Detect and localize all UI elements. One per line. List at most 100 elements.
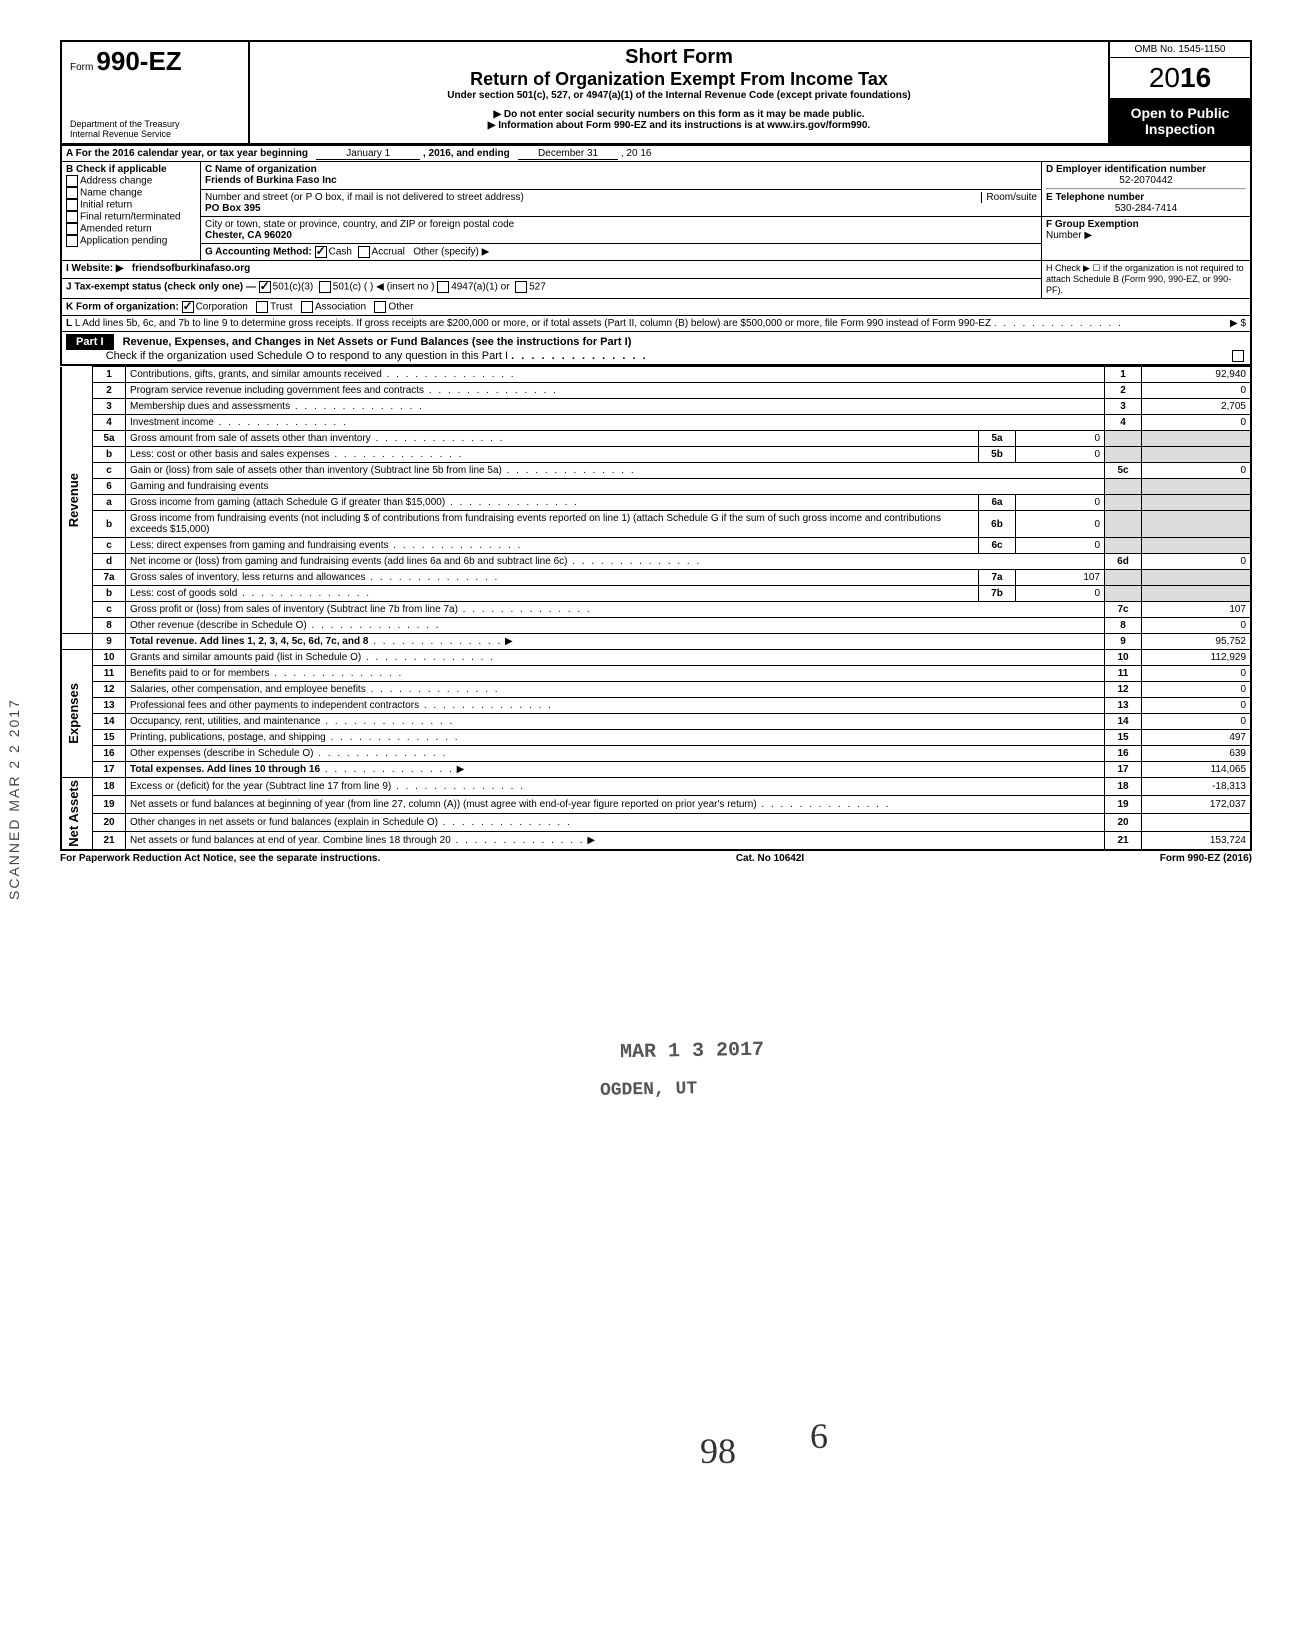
line13-num: 13: [93, 698, 126, 714]
note-info: ▶ Information about Form 990-EZ and its …: [258, 120, 1100, 131]
line3-amt: 2,705: [1142, 399, 1252, 415]
line19-desc: Net assets or fund balances at beginning…: [130, 799, 757, 810]
line2-box: 2: [1105, 383, 1142, 399]
k-corp: Corporation: [196, 302, 248, 313]
chk-trust[interactable]: [256, 301, 268, 313]
line2-desc: Program service revenue including govern…: [130, 385, 424, 396]
short-form-title: Short Form: [258, 46, 1100, 69]
j-501c3: 501(c)(3): [273, 282, 314, 293]
section-f: F Group Exemption Number ▶: [1042, 217, 1252, 261]
open-line2: Inspection: [1112, 121, 1248, 137]
footer-mid: Cat. No 10642I: [736, 853, 804, 864]
chk-initial[interactable]: [66, 199, 78, 211]
line10-amt: 112,929: [1142, 650, 1252, 666]
chk-other-org[interactable]: [374, 301, 386, 313]
line18-num: 18: [93, 778, 126, 796]
chk-part1-scho[interactable]: [1232, 350, 1244, 362]
ein-value: 52-2070442: [1046, 175, 1246, 186]
line6c-grey: [1105, 538, 1142, 554]
dept1: Department of the Treasury: [70, 119, 240, 129]
line5a-desc: Gross amount from sale of assets other t…: [130, 433, 371, 444]
row-a: A For the 2016 calendar year, or tax yea…: [61, 146, 1251, 162]
section-c-name: C Name of organization Friends of Burkin…: [201, 162, 1042, 190]
j-insert: ◀ (insert no ): [376, 282, 434, 293]
chk-address[interactable]: [66, 175, 78, 187]
line12-desc: Salaries, other compensation, and employ…: [130, 684, 366, 695]
line7a-mamt: 107: [1016, 570, 1105, 586]
chk-501c[interactable]: [319, 281, 331, 293]
g-accrual: Accrual: [372, 247, 405, 258]
line17-num: 17: [93, 762, 126, 778]
line21-num: 21: [93, 831, 126, 850]
open-line1: Open to Public: [1112, 105, 1248, 121]
line9-num: 9: [93, 634, 126, 650]
line7b-mamt: 0: [1016, 586, 1105, 602]
k-trust: Trust: [270, 302, 292, 313]
line11-desc: Benefits paid to or for members: [130, 668, 270, 679]
line6a-desc: Gross income from gaming (attach Schedul…: [130, 497, 445, 508]
chk-corp[interactable]: [182, 301, 194, 313]
chk-cash[interactable]: [315, 246, 327, 258]
website-value: friendsofburkinafaso.org: [132, 263, 250, 274]
line17-amt: 114,065: [1142, 762, 1252, 778]
line17-box: 17: [1105, 762, 1142, 778]
line12-amt: 0: [1142, 682, 1252, 698]
line7a-greyamt: [1142, 570, 1252, 586]
b-final: Final return/terminated: [80, 212, 181, 223]
b-address: Address change: [80, 176, 152, 187]
line8-amt: 0: [1142, 618, 1252, 634]
line20-num: 20: [93, 813, 126, 831]
org-name: Friends of Burkina Faso Inc: [205, 175, 337, 186]
part1-check-text: Check if the organization used Schedule …: [106, 350, 508, 362]
section-de: D Employer identification number 52-2070…: [1042, 162, 1252, 217]
line16-desc: Other expenses (describe in Schedule O): [130, 748, 313, 759]
row-j: J Tax-exempt status (check only one) — 5…: [61, 279, 1042, 299]
chk-accrual[interactable]: [358, 246, 370, 258]
row-i: I Website: ▶ friendsofburkinafaso.org: [61, 261, 1042, 279]
form-prefix: Form: [70, 62, 93, 73]
f-num: Number ▶: [1046, 230, 1092, 241]
line6d-desc: Net income or (loss) from gaming and fun…: [130, 556, 567, 567]
form-number: 990-EZ: [96, 46, 181, 76]
line15-desc: Printing, publications, postage, and shi…: [130, 732, 326, 743]
part1-badge: Part I: [66, 334, 114, 350]
c-city-label: City or town, state or province, country…: [205, 219, 514, 230]
j-501c: 501(c) ( ): [333, 282, 374, 293]
row-a-begin: January 1: [316, 148, 420, 160]
chk-assoc[interactable]: [301, 301, 313, 313]
chk-527[interactable]: [515, 281, 527, 293]
line7a-mbox: 7a: [979, 570, 1016, 586]
chk-501c3[interactable]: [259, 281, 271, 293]
line6d-box: 6d: [1105, 554, 1142, 570]
line20-desc: Other changes in net assets or fund bala…: [130, 817, 438, 828]
section-c-city: City or town, state or province, country…: [201, 217, 1042, 244]
line6-greyamt: [1142, 479, 1252, 495]
chk-4947[interactable]: [437, 281, 449, 293]
line11-amt: 0: [1142, 666, 1252, 682]
chk-name[interactable]: [66, 187, 78, 199]
section-c-street: Number and street (or P O box, if mail i…: [201, 189, 1042, 217]
line6c-mbox: 6c: [979, 538, 1016, 554]
line15-amt: 497: [1142, 730, 1252, 746]
line14-num: 14: [93, 714, 126, 730]
line5b-num: b: [93, 447, 126, 463]
chk-pending[interactable]: [66, 235, 78, 247]
line9-desc: Total revenue. Add lines 1, 2, 3, 4, 5c,…: [130, 636, 368, 647]
line6c-mamt: 0: [1016, 538, 1105, 554]
line13-desc: Professional fees and other payments to …: [130, 700, 419, 711]
k-label: K Form of organization:: [66, 302, 179, 313]
chk-final[interactable]: [66, 211, 78, 223]
j-label: J Tax-exempt status (check only one) —: [66, 282, 256, 293]
line6b-mbox: 6b: [979, 511, 1016, 538]
line15-num: 15: [93, 730, 126, 746]
c-street-label: Number and street (or P O box, if mail i…: [205, 192, 524, 203]
line19-amt: 172,037: [1142, 795, 1252, 813]
chk-amended[interactable]: [66, 223, 78, 235]
line1-box: 1: [1105, 367, 1142, 383]
line5b-greyamt: [1142, 447, 1252, 463]
line13-box: 13: [1105, 698, 1142, 714]
line5a-mbox: 5a: [979, 431, 1016, 447]
form-left: Form 990-EZ Department of the Treasury I…: [62, 42, 250, 143]
form-center: Short Form Return of Organization Exempt…: [250, 42, 1110, 143]
year-prefix: 20: [1149, 62, 1180, 93]
